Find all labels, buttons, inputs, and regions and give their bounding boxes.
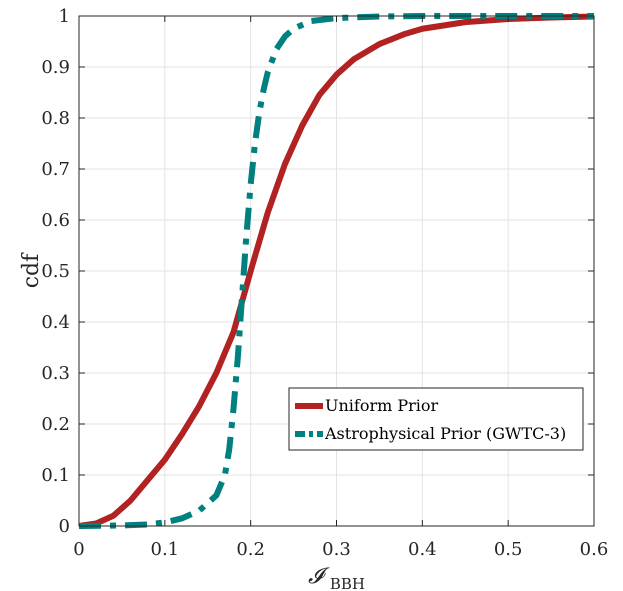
x-axis-label-main: 𝓘 (308, 564, 330, 589)
series-line-0 (78, 13, 595, 529)
x-tick-label: 0.1 (151, 539, 180, 560)
series-layer (78, 13, 595, 529)
axis-ticks: 0 0.1 0.2 0.3 0.4 0.5 0.6 0 0.1 0.2 0.3 0.4 0.5 0.6 0.… (41, 6, 608, 560)
y-tick-label: 0.6 (41, 210, 70, 231)
x-tick-label: 0.5 (494, 539, 523, 560)
series-line-1 (78, 13, 594, 529)
x-tick-label: 0 (73, 539, 84, 560)
y-tick-label: 0.5 (41, 261, 70, 282)
x-tick-label: 0.3 (322, 539, 351, 560)
y-tick-label: 0.9 (41, 57, 70, 78)
y-tick-label: 0 (59, 516, 70, 537)
y-tick-label: 0.1 (41, 465, 70, 486)
legend-label-1: Astrophysical Prior (GWTC-3) (324, 424, 566, 443)
x-axis-label: 𝓘 BBH (308, 564, 365, 591)
x-axis-label-subscript: BBH (330, 575, 365, 591)
y-tick-label: 0.4 (41, 312, 70, 333)
legend-box (288, 387, 584, 451)
y-axis-label: cdf (19, 252, 44, 288)
x-tick-label: 0.6 (580, 539, 609, 560)
x-tick-label: 0.4 (408, 539, 437, 560)
y-tick-label: 0.3 (41, 363, 70, 384)
y-tick-label: 0.8 (41, 108, 70, 129)
y-tick-label: 0.2 (41, 414, 70, 435)
y-tick-label: 0.7 (41, 159, 70, 180)
x-tick-label: 0.2 (236, 539, 265, 560)
legend: Uniform Prior Astrophysical Prior (GWTC-3… (288, 387, 584, 451)
legend-label-0: Uniform Prior (325, 396, 439, 415)
y-tick-label: 1 (59, 6, 70, 27)
